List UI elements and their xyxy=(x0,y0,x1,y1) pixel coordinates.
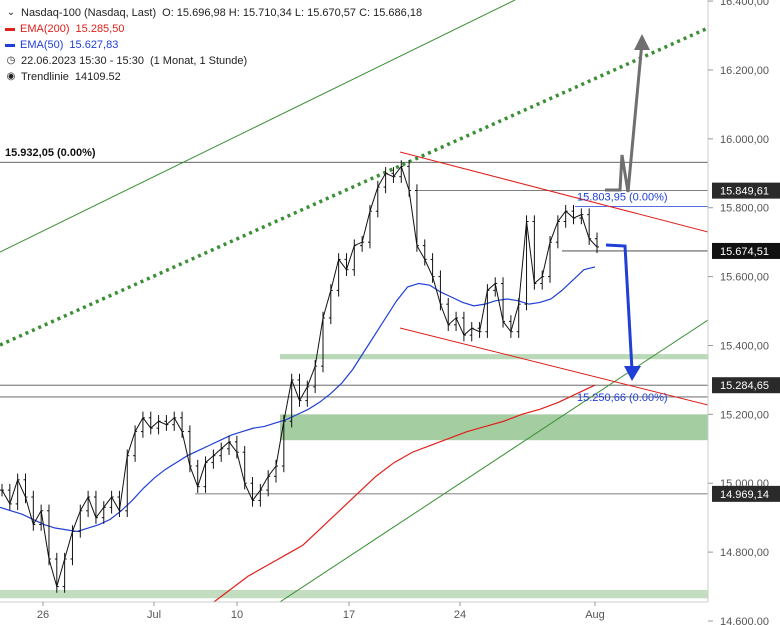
up-scenario-arrow xyxy=(605,41,644,193)
trendline-label: Trendlinie xyxy=(21,71,69,83)
y-tick-label: 14.800,00 xyxy=(720,547,769,559)
y-tick-label: 15.800,00 xyxy=(720,203,769,215)
price-marker-box xyxy=(712,182,780,199)
legend-trendline-row: ◉ Trendlinie 14109.52 xyxy=(5,69,422,85)
price-marker-box xyxy=(712,485,780,502)
downtrend-lower-line xyxy=(399,327,708,406)
y-tick-label: 14.600,00 xyxy=(720,616,769,625)
up-arrow-head xyxy=(634,34,650,50)
price-marker-label: 15.849,61 xyxy=(720,186,769,198)
zone-2 xyxy=(0,590,708,599)
target-icon: ◉ xyxy=(6,71,16,82)
instrument-name: Nasdaq-100 (Nasdaq, Last) xyxy=(21,7,157,19)
ema200-value: 15.285,50 xyxy=(75,23,125,35)
x-tick-label: 26 xyxy=(37,609,49,621)
y-tick-label: 15.600,00 xyxy=(720,272,769,284)
y-tick-label: 15.400,00 xyxy=(720,340,769,352)
price-line xyxy=(1,165,598,589)
price-marker-label: 15.674,51 xyxy=(720,246,769,258)
legend-ema50-row: EMA(50) 15.627,83 xyxy=(5,37,422,53)
price-marker-box xyxy=(712,377,780,394)
x-tick-label: 10 xyxy=(231,609,243,621)
trendline-value: 14109.52 xyxy=(74,71,121,83)
ema200-label: EMA(200) xyxy=(20,23,70,35)
y-tick-label: 16.000,00 xyxy=(720,134,769,146)
legend-instrument-row: ⌄ Nasdaq-100 (Nasdaq, Last) O: 15.696,98… xyxy=(5,5,422,21)
price-marker-label: 15.284,65 xyxy=(720,380,769,392)
price-marker-box xyxy=(712,242,780,259)
ema200-line xyxy=(212,384,596,602)
x-tick-label: 24 xyxy=(454,609,466,621)
period-label: (1 Monat, 1 Stunde) xyxy=(149,55,248,67)
x-tick-label: Jul xyxy=(147,609,161,621)
zone-0 xyxy=(280,414,708,441)
legend-date-row: ◷ 22.06.2023 15:30 - 15:30 (1 Monat, 1 S… xyxy=(5,53,422,69)
y-tick-label: 16.400,00 xyxy=(720,0,769,8)
channel-middle-dotted-line xyxy=(0,26,708,347)
ema50-swatch xyxy=(5,43,15,47)
y-tick-label: 16.200,00 xyxy=(720,65,769,77)
plot-area xyxy=(0,0,708,602)
x-tick-label: 17 xyxy=(343,609,355,621)
channel-upper-line xyxy=(0,0,516,253)
level-annotation-low: 15.250,66 (0.00%) xyxy=(577,392,668,404)
chevron-down-icon[interactable]: ⌄ xyxy=(6,7,16,18)
down-scenario-arrow xyxy=(605,243,634,371)
ema200-swatch xyxy=(5,27,15,31)
channel-lower-line xyxy=(279,319,708,602)
y-tick-label: 15.200,00 xyxy=(720,409,769,421)
ema50-line xyxy=(0,266,596,533)
ema50-value: 15.627,83 xyxy=(69,39,119,51)
legend-ema200-row: EMA(200) 15.285,50 xyxy=(5,21,422,37)
ohlc-values: O: 15.696,98 H: 15.710,34 L: 15.670,57 C… xyxy=(162,7,423,19)
clock-icon: ◷ xyxy=(6,55,16,66)
price-marker-label: 14.969,14 xyxy=(720,489,769,501)
zone-1 xyxy=(280,354,708,360)
down-arrow-head xyxy=(624,366,641,381)
ema50-label: EMA(50) xyxy=(20,39,64,51)
downtrend-upper-line xyxy=(399,151,708,233)
level-annotation-mid: 15.803,95 (0.00%) xyxy=(577,191,668,203)
x-tick-label: Aug xyxy=(585,609,605,621)
date-range: 22.06.2023 15:30 - 15:30 xyxy=(21,55,144,67)
chart-legend: ⌄ Nasdaq-100 (Nasdaq, Last) O: 15.696,98… xyxy=(5,5,422,85)
level-annotation-high: 15.932,05 (0.00%) xyxy=(5,147,96,159)
